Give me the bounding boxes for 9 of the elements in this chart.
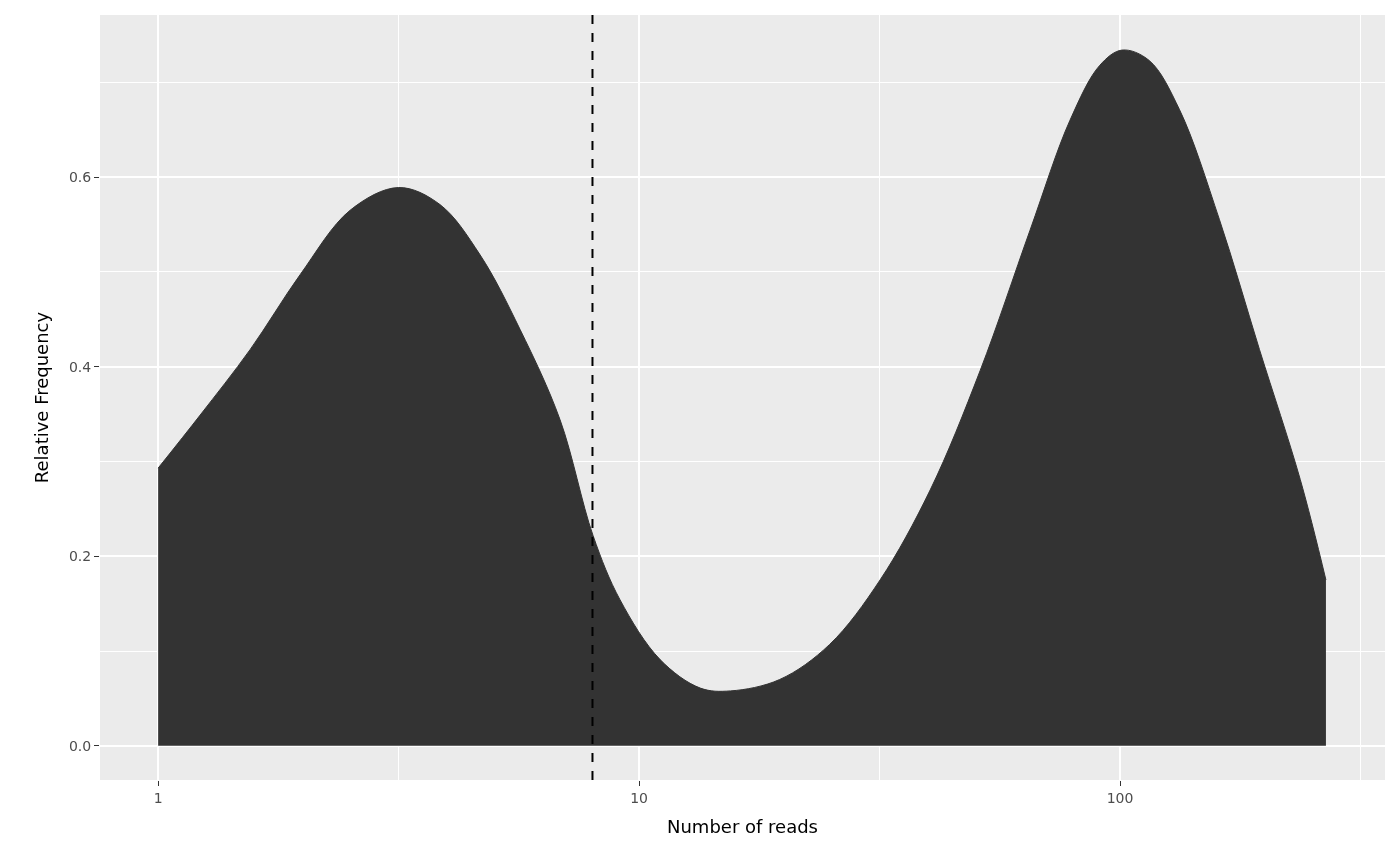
x-axis-title: Number of reads (666, 815, 819, 837)
y-tick-label: 0.2 (68, 548, 92, 565)
y-axis-title: Relative Frequency (31, 311, 53, 484)
y-tick-label: 0.0 (68, 737, 92, 754)
y-tick-label: 0.6 (68, 169, 92, 185)
y-tick-label: 0.4 (68, 358, 92, 375)
x-tick-label: 10 (630, 789, 648, 806)
x-tick-label: 100 (1106, 789, 1134, 806)
x-tick-label: 1 (153, 789, 163, 806)
